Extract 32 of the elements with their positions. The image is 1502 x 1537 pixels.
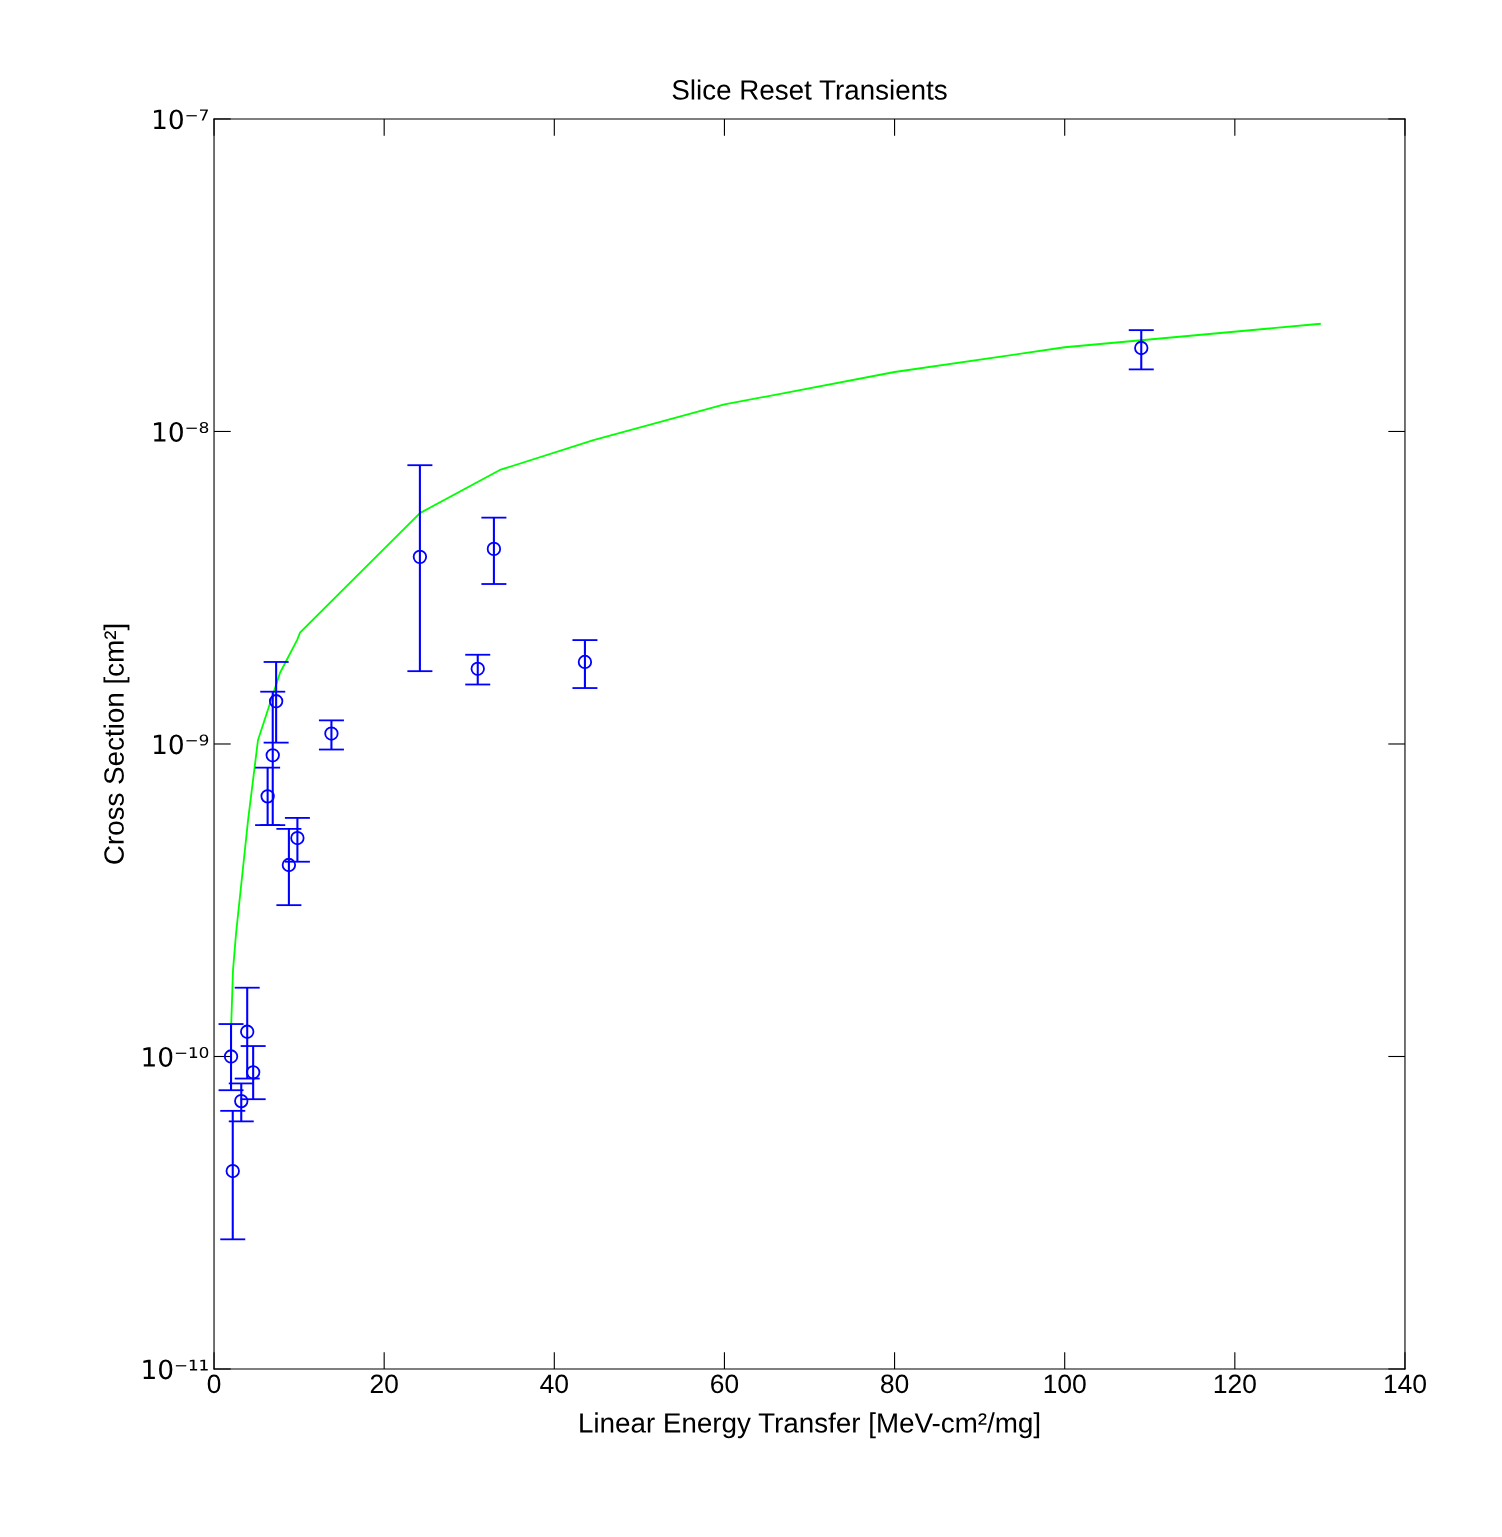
x-tick-label: 40 [540, 1374, 568, 1394]
x-tick-label: 60 [711, 1374, 739, 1394]
x-axis-title: Linear Energy Transfer [MeV-cm²/mg] [580, 1412, 1040, 1439]
point [412, 549, 428, 565]
point [234, 1093, 249, 1109]
y-tick-label: 10⁻⁷ [153, 109, 208, 130]
point [577, 654, 593, 670]
y-tick-label: 10⁻⁸ [153, 421, 209, 442]
point [260, 789, 275, 804]
y-axis-title: Cross Section [cm²] [103, 624, 130, 864]
point [486, 541, 502, 557]
y-tick-label: 10⁻⁹ [153, 734, 209, 755]
point [1134, 340, 1149, 356]
point [470, 661, 485, 676]
x-tick-label: 100 [1044, 1374, 1086, 1394]
point [246, 1065, 261, 1080]
x-tick-label: 140 [1384, 1374, 1426, 1394]
chart-title: Slice Reset Transients [672, 79, 947, 100]
point [223, 1049, 239, 1064]
point [290, 830, 305, 846]
point [240, 1024, 255, 1039]
y-tick-label: 10⁻¹⁰ [143, 1046, 209, 1067]
x-tick-label: 80 [881, 1374, 909, 1394]
point [268, 694, 284, 709]
x-tick-label: 0 [207, 1374, 221, 1394]
x-tick-label: 20 [370, 1374, 398, 1394]
x-tick-label: 120 [1214, 1374, 1256, 1394]
point [324, 726, 339, 741]
point [281, 857, 297, 873]
point [265, 748, 280, 763]
y-tick-label: 10⁻¹¹ [143, 1359, 208, 1380]
point [225, 1163, 240, 1179]
